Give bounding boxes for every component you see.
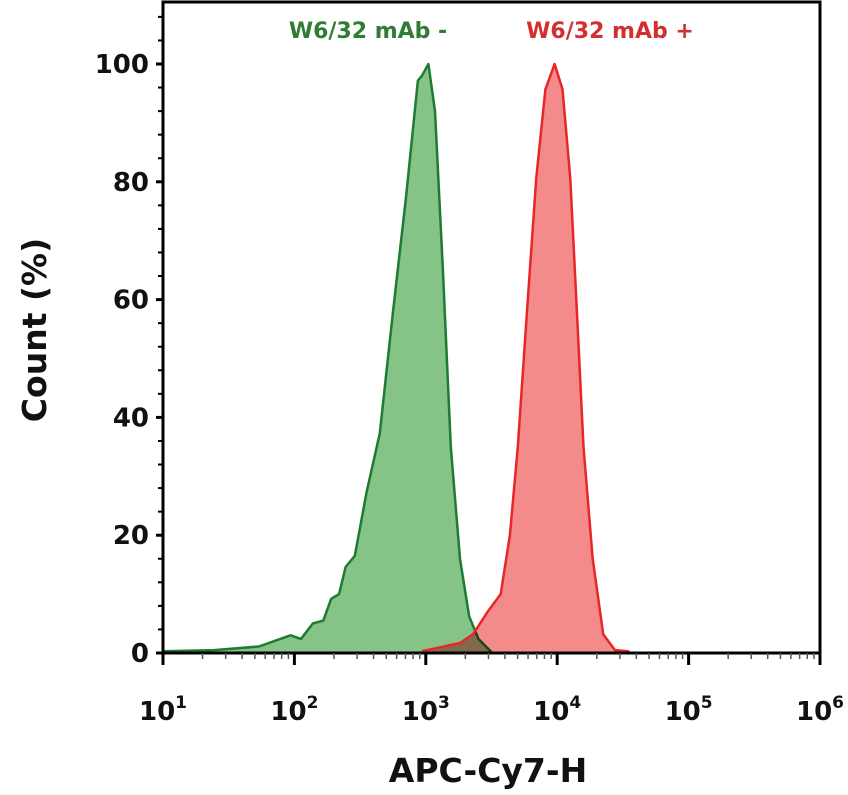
legend-label-negative: W6/32 mAb -	[289, 19, 447, 44]
x-tick-exponent: 3	[438, 693, 450, 713]
series-line-negative	[162, 62, 493, 653]
x-tick-label: 103	[402, 693, 450, 727]
x-tick-base: 10	[139, 697, 175, 727]
x-tick-exponent: 1	[175, 693, 187, 713]
x-tick-exponent: 2	[307, 693, 319, 713]
x-tick-label: 101	[139, 693, 187, 727]
x-axis-label: APC-Cy7-H	[389, 751, 587, 790]
x-tick-base: 10	[533, 697, 569, 727]
x-tick-label: 104	[533, 693, 581, 727]
series-line-positive	[421, 62, 631, 654]
series-fill-negative	[163, 64, 492, 653]
series-fill-positive	[421, 64, 630, 653]
x-tick-label: 106	[796, 693, 844, 727]
y-tick-label: 100	[95, 50, 149, 80]
legend-label-positive: W6/32 mAb +	[526, 19, 694, 44]
y-tick-label: 80	[113, 168, 149, 198]
x-tick-base: 10	[270, 697, 306, 727]
x-tick-exponent: 5	[701, 693, 713, 713]
y-tick-label: 60	[113, 286, 149, 316]
y-axis-label: Count (%)	[15, 238, 54, 422]
y-tick-label: 0	[131, 639, 149, 669]
x-tick-exponent: 6	[832, 693, 844, 713]
x-tick-exponent: 4	[569, 693, 581, 713]
x-tick-base: 10	[796, 697, 832, 727]
x-tick-label: 105	[665, 693, 713, 727]
x-tick-base: 10	[665, 697, 701, 727]
x-tick-base: 10	[402, 697, 438, 727]
series-layer	[162, 62, 631, 654]
plot-frame	[161, 0, 822, 655]
x-tick-label: 102	[270, 693, 318, 727]
y-tick-label: 20	[113, 521, 149, 551]
y-tick-label: 40	[113, 403, 149, 433]
